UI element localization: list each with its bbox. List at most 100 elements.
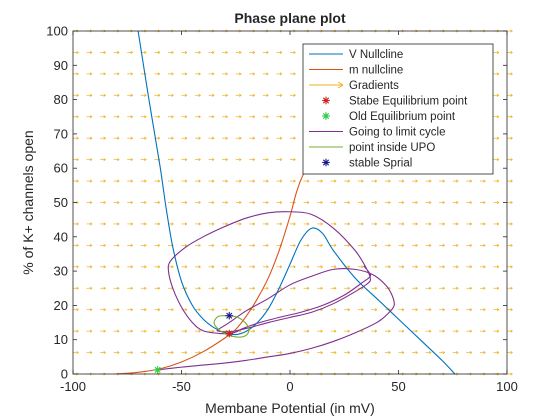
y-tick-label: 80 (54, 92, 68, 107)
legend-swatch-stable-sprial (322, 158, 330, 167)
gradient-arrow-head (117, 93, 120, 97)
gradient-arrow-head (496, 243, 500, 247)
legend-label-gradients: Gradients (349, 80, 399, 92)
gradient-arrow-head (198, 243, 201, 247)
gradient-arrow-head (279, 329, 283, 333)
gradient-arrow-head (130, 222, 133, 226)
gradient-arrow-head (415, 308, 418, 312)
series-layer (116, 31, 456, 374)
gradient-arrow-head (334, 222, 337, 226)
gradient-arrow-head (401, 329, 405, 333)
gradient-arrow-head (239, 179, 242, 183)
gradient-arrow-head (225, 72, 228, 76)
gradient-arrow-head (157, 179, 161, 183)
marker-stable-sprial (225, 311, 234, 320)
gradient-arrow-head (306, 222, 310, 226)
gradient-arrow-head (184, 308, 188, 312)
gradient-arrow-head (130, 308, 133, 312)
gradient-arrow-head (469, 179, 472, 183)
gradient-arrow-head (510, 115, 513, 119)
gradient-arrow-head (157, 308, 161, 312)
gradient-arrow-head (334, 265, 337, 269)
gradient-arrow-head (144, 329, 147, 333)
gradient-arrow-head (361, 243, 364, 247)
gradient-arrow-head (483, 222, 486, 226)
gradient-arrow-head (320, 329, 323, 333)
gradient-arrow-head (469, 329, 472, 333)
gradient-arrow-head (184, 72, 188, 76)
gradient-arrow-head (117, 351, 120, 355)
legend-label-v-nullcline: V Nullcline (349, 49, 403, 61)
legend-swatch-old-equilibrium-point (322, 112, 330, 120)
gradient-arrow-head (347, 200, 350, 205)
gradient-arrow-head (306, 179, 310, 183)
gradient-arrow-head (496, 50, 500, 54)
y-tick-label: 70 (54, 126, 68, 141)
gradient-arrow-head (442, 265, 445, 269)
gradient-arrow-head (266, 243, 269, 247)
gradient-arrow-head (171, 115, 174, 119)
gradient-arrow-head (117, 243, 120, 247)
x-tick-label: 100 (496, 379, 518, 394)
gradient-arrow-head (103, 222, 106, 226)
marker-stabe-equilibrium-point (225, 329, 234, 338)
gradient-arrow-head (239, 115, 242, 119)
gradient-arrow-head (266, 222, 269, 226)
gradient-arrow-head (401, 308, 405, 312)
gradient-arrow-head (171, 93, 174, 97)
gradient-arrow-head (279, 158, 283, 162)
gradient-arrow-head (456, 351, 459, 355)
gradient-arrow-head (211, 93, 215, 97)
gradient-arrow-head (374, 222, 378, 226)
gradient-arrow-head (388, 265, 391, 269)
gradient-arrow-head (184, 329, 188, 333)
gradient-arrow-head (130, 93, 133, 97)
y-tick-label: 100 (46, 24, 68, 39)
gradient-arrow-head (130, 72, 133, 76)
series-m-nullcline (116, 161, 313, 374)
gradient-arrow-head (130, 351, 133, 355)
x-tick-label: -50 (172, 379, 191, 394)
y-tick-label: 20 (54, 298, 68, 313)
gradient-arrow-head (89, 243, 93, 247)
gradient-arrow-head (496, 308, 500, 312)
gradient-arrow-head (483, 351, 486, 355)
gradient-arrow-head (374, 308, 378, 312)
gradient-arrow-head (401, 265, 405, 269)
gradient-arrow-head (76, 286, 79, 290)
gradient-arrow-head (401, 179, 405, 183)
gradient-arrow-head (252, 50, 255, 54)
gradient-arrow-head (130, 329, 133, 333)
gradient-arrow-head (184, 179, 188, 183)
gradient-arrow-head (469, 308, 472, 312)
gradient-arrow-head (157, 265, 161, 269)
y-tick-label: 30 (54, 264, 68, 279)
gradient-arrow-head (496, 158, 500, 162)
gradient-arrow-head (252, 308, 255, 312)
gradient-arrow-head (89, 308, 93, 312)
gradient-arrow-head (279, 72, 283, 76)
gradient-arrow-head (117, 136, 120, 140)
gradient-arrow-head (130, 265, 133, 269)
gradient-arrow-head (334, 200, 337, 205)
gradient-arrow-head (211, 179, 215, 183)
gradient-arrow-head (442, 286, 445, 290)
gradient-arrow-head (266, 93, 269, 97)
gradient-arrow-head (469, 286, 472, 290)
gradient-arrow-head (401, 243, 405, 247)
gradient-arrow-head (496, 286, 500, 290)
gradient-arrow-head (239, 50, 242, 54)
gradient-arrow-head (211, 351, 215, 355)
gradient-arrow-head (157, 286, 161, 290)
gradient-arrow-head (388, 243, 391, 247)
gradient-arrow-head (117, 222, 120, 226)
gradient-arrow-head (76, 243, 79, 247)
gradient-arrow-head (483, 286, 486, 290)
gradient-arrow-head (306, 243, 310, 247)
gradient-arrow-head (388, 351, 391, 355)
legend-label-m-nullcline: m nullcline (349, 65, 403, 77)
gradient-arrow-head (184, 93, 188, 97)
y-tick-label: 40 (54, 229, 68, 244)
gradient-arrow-head (510, 200, 513, 205)
gradient-arrow-head (252, 158, 255, 162)
